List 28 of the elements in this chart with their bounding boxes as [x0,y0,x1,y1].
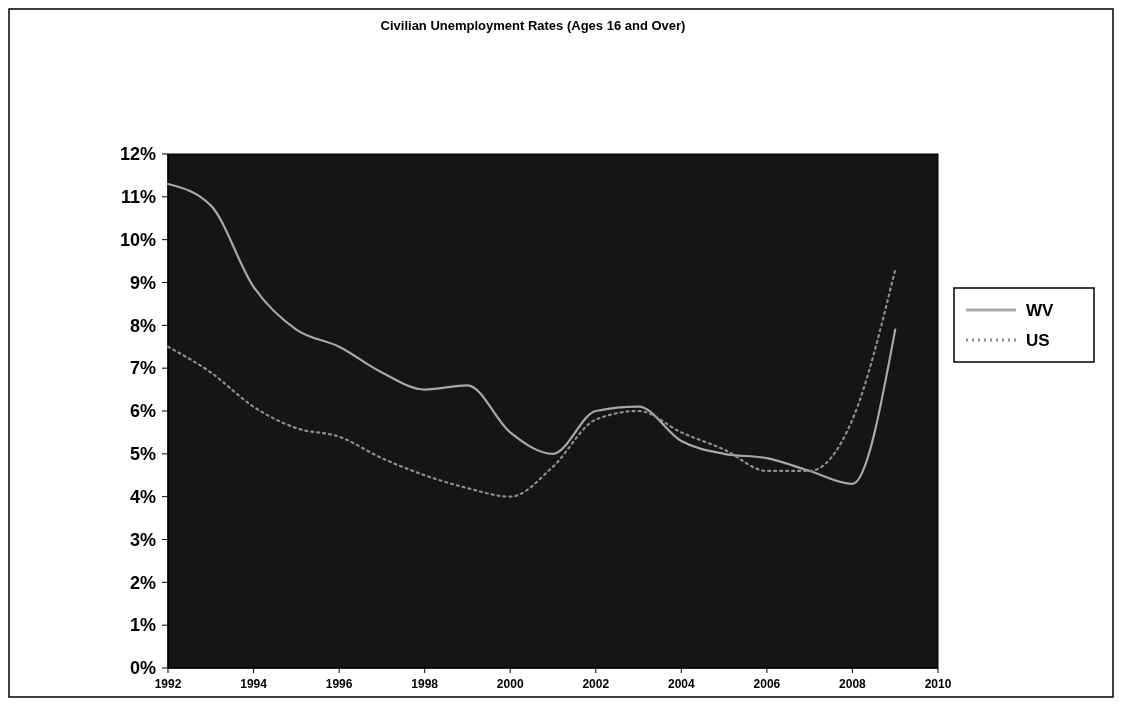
y-tick-label: 1% [129,615,156,636]
x-tick-label: 2002 [582,677,610,691]
y-tick-label: 5% [129,444,156,465]
legend-label: WV [1026,300,1055,320]
y-tick-label: 6% [129,401,156,422]
x-tick-label: 2004 [667,677,695,691]
y-tick-label: 9% [129,272,156,293]
x-tick-label: 1996 [325,677,353,691]
x-tick-label: 1992 [154,677,182,691]
legend-label: US [1026,330,1050,350]
y-tick-label: 12% [119,144,156,165]
y-tick-label: 3% [129,529,156,550]
line-series [166,268,897,498]
y-tick-label: 10% [119,229,156,250]
y-tick-label: 0% [129,658,156,679]
line-series [166,182,897,485]
x-tick-label: 1998 [411,677,439,691]
x-tick-label: 2000 [496,677,524,691]
y-tick-label: 4% [129,486,156,507]
chart-title: Civilian Unemployment Rates (Ages 16 and Over) [380,18,686,33]
y-tick-label: 8% [129,315,156,336]
x-tick-label: 2010 [924,677,952,691]
x-tick-label: 1994 [240,677,268,691]
y-tick-label: 7% [129,358,156,379]
x-tick-label: 2006 [753,677,781,691]
y-tick-label: 11% [120,187,156,208]
y-tick-label: 2% [129,572,156,593]
x-tick-label: 2008 [839,677,867,691]
